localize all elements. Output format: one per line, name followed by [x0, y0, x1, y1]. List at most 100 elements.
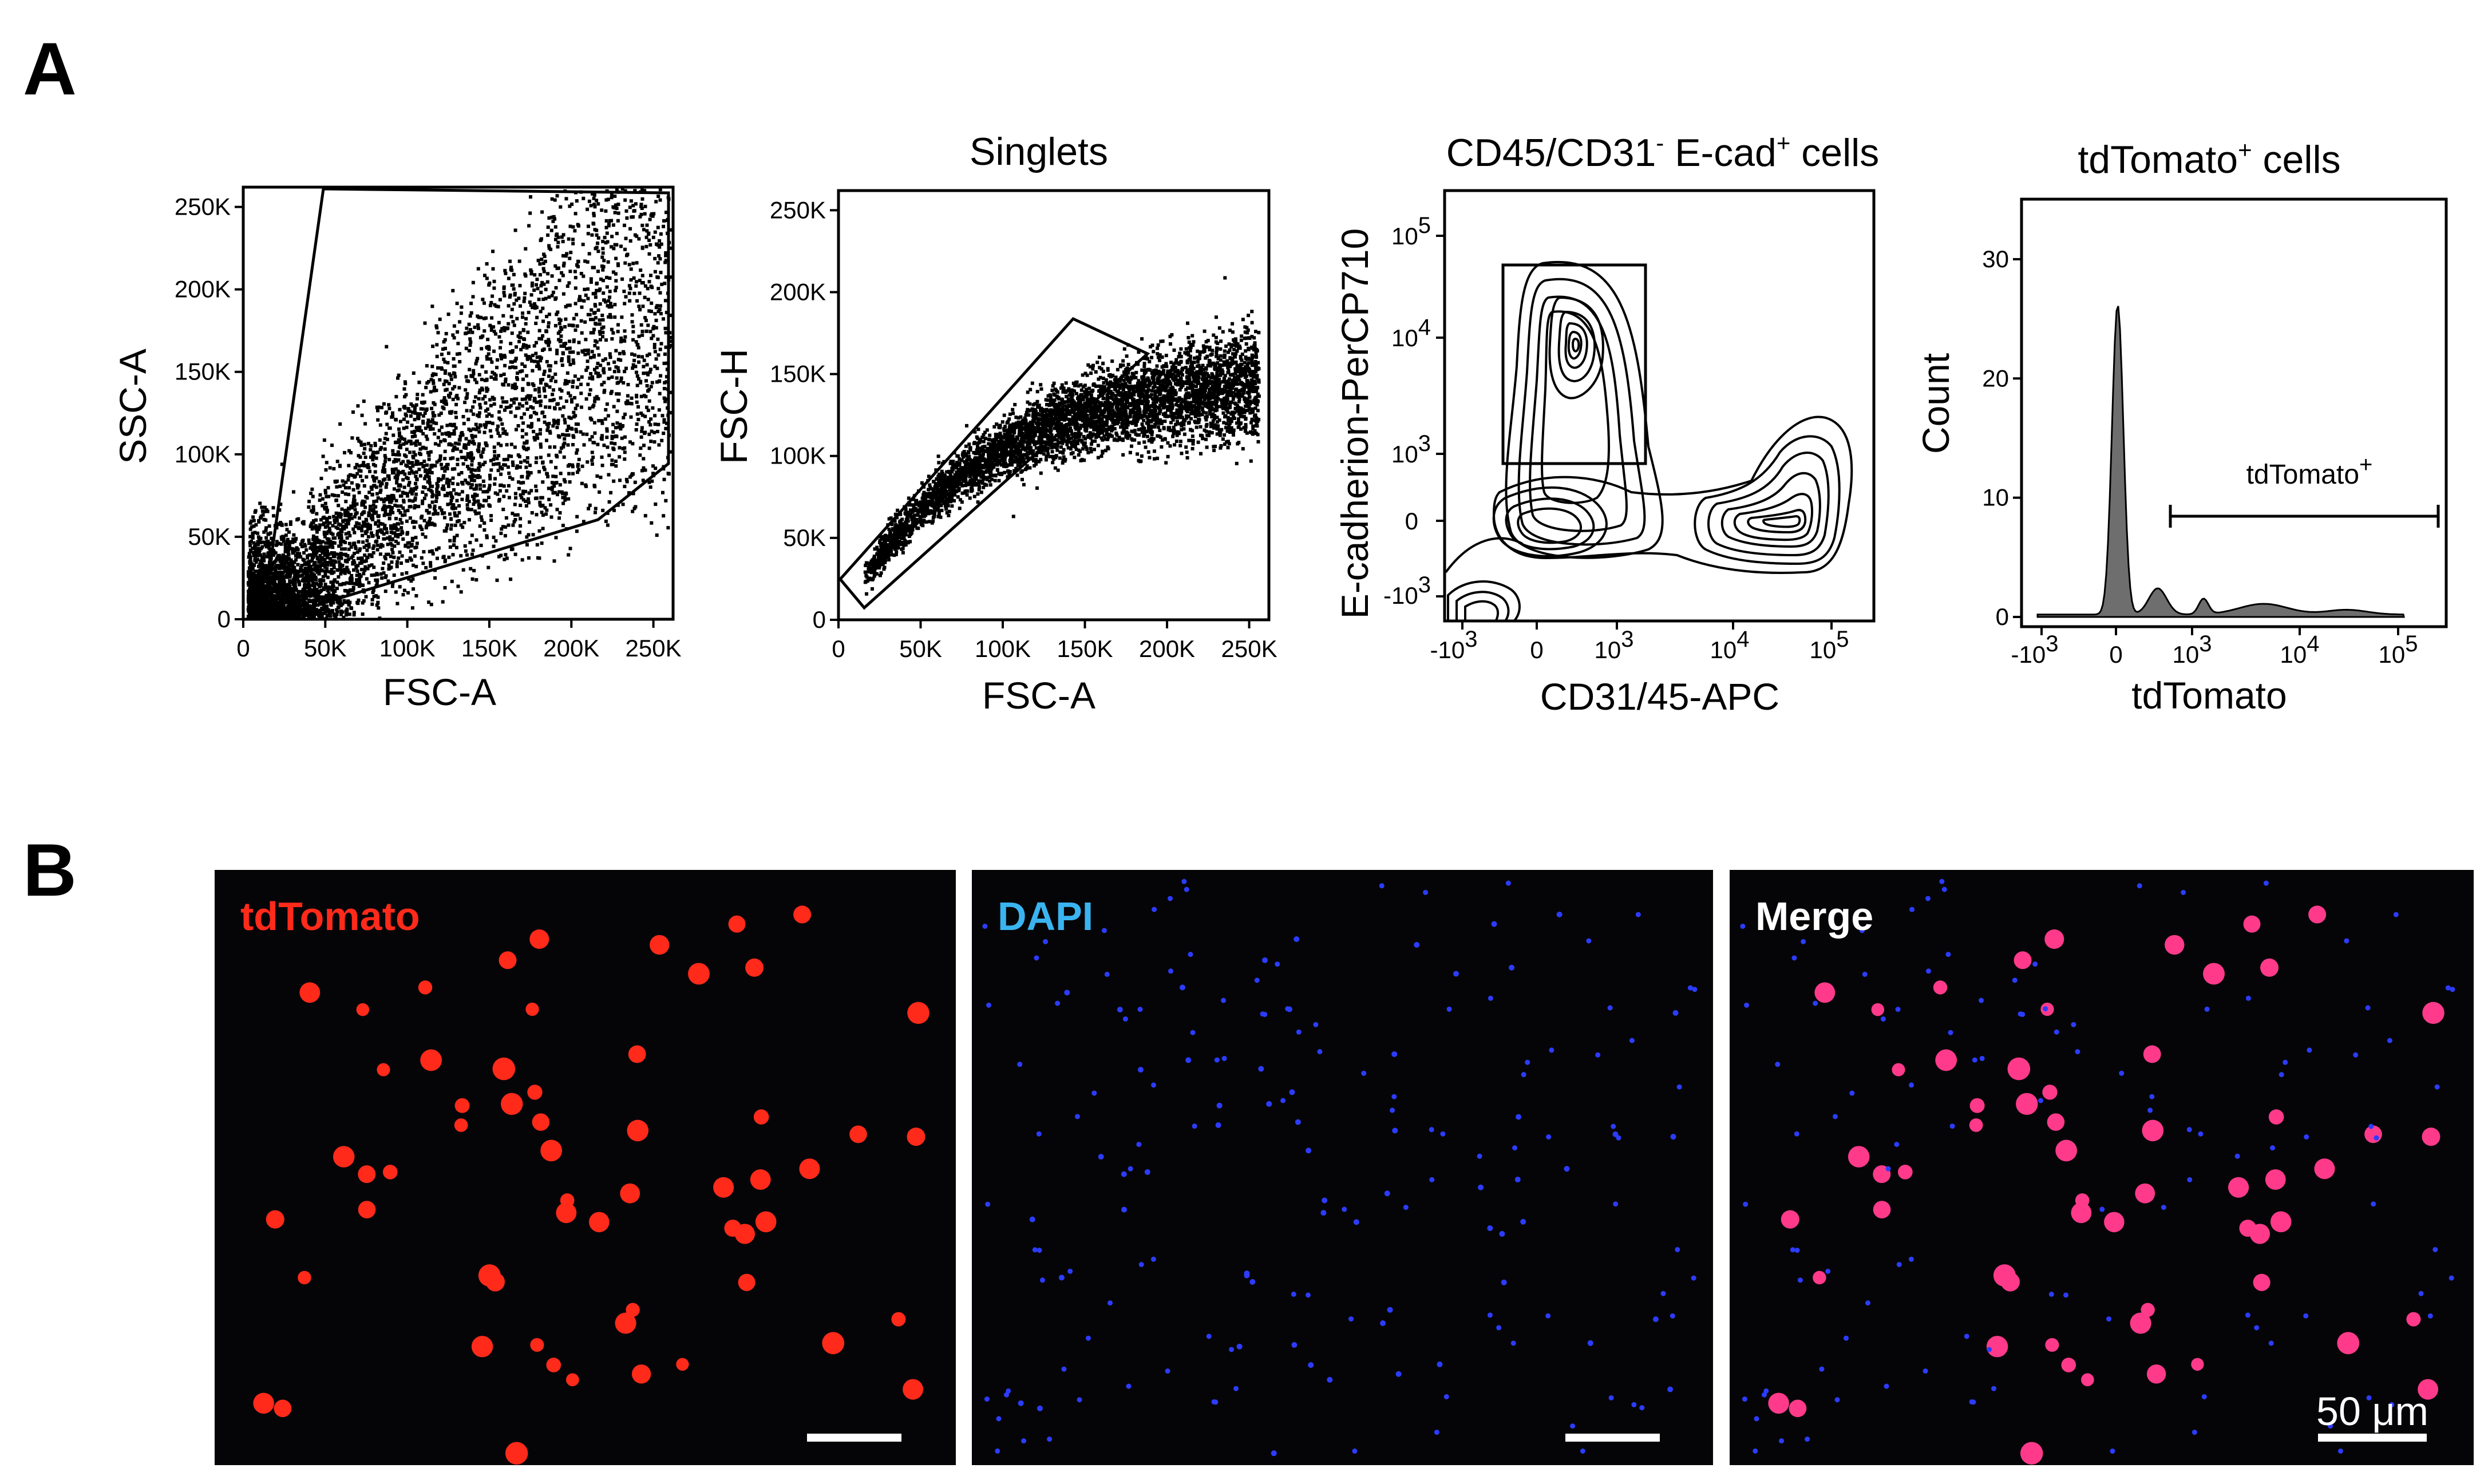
- p3-xtick-label: 104: [1710, 627, 1750, 663]
- tdtomato-cell: [628, 1045, 646, 1063]
- dapi-nucleus: [1085, 1335, 1091, 1341]
- merge-nucleus: [2186, 1127, 2192, 1133]
- merge-cell: [2007, 1057, 2031, 1081]
- merge-nucleus: [1979, 1055, 1985, 1061]
- tdtomato-cell: [799, 1158, 820, 1180]
- tdtomato-cell: [454, 1098, 470, 1113]
- p1-gate-polygon: [262, 187, 670, 615]
- merge-cell: [1768, 1392, 1789, 1414]
- p3-gate-rect: [1501, 263, 1647, 465]
- merge-cell: [1892, 1063, 1905, 1077]
- dapi-nucleus: [1595, 1052, 1601, 1058]
- merge-cell: [2135, 1183, 2155, 1204]
- p2-y-ticks: 0 50K 100K 150K 200K 250K: [770, 196, 838, 633]
- merge-nucleus: [1964, 1333, 1969, 1339]
- merge-nucleus: [1896, 1261, 1902, 1267]
- y-tick-label: 150K: [175, 358, 231, 385]
- merge-nucleus: [2071, 1022, 2076, 1027]
- merge-cell: [2243, 915, 2261, 933]
- m2-cells: [982, 878, 1698, 1457]
- merge-nucleus: [2450, 987, 2455, 992]
- tdtomato-cell: [676, 1358, 689, 1371]
- tdtomato-cell: [253, 1392, 274, 1414]
- p3-ytick-label: 105: [1391, 213, 1431, 250]
- panel-a-label: A: [23, 27, 77, 110]
- dapi-nucleus: [1036, 1131, 1042, 1137]
- dapi-nucleus: [1180, 984, 1186, 991]
- dapi-nucleus: [1499, 1230, 1505, 1237]
- dapi-nucleus: [985, 1201, 991, 1207]
- dapi-nucleus: [1122, 1016, 1128, 1022]
- dapi-nucleus: [1181, 878, 1187, 884]
- dapi-nucleus: [982, 923, 988, 929]
- merge-nucleus: [2181, 889, 2186, 895]
- merge-nucleus: [1775, 1062, 1781, 1067]
- tdtomato-cell: [358, 1201, 376, 1218]
- merge-nucleus: [1797, 1277, 1803, 1283]
- dapi-nucleus: [1613, 1201, 1619, 1207]
- y-tick-label: 150K: [770, 361, 826, 387]
- dapi-nucleus: [1126, 1383, 1132, 1389]
- p4-y-ticks: 0 10 20 30: [1982, 246, 2022, 630]
- merge-cell: [2104, 1212, 2125, 1233]
- merge-cell: [2141, 1303, 2155, 1317]
- merge-nucleus: [2245, 1312, 2250, 1318]
- p3-y-label: E-cadherion-PerCP710: [1334, 228, 1376, 619]
- y-tick-label: 200K: [175, 276, 231, 303]
- p2-x-label: FSC-A: [982, 674, 1095, 717]
- dapi-nucleus: [1211, 1399, 1217, 1404]
- merge-cell: [2406, 1312, 2421, 1327]
- tdtomato-cell: [728, 915, 746, 933]
- dapi-nucleus: [1137, 1067, 1144, 1073]
- y-tick-label: 200K: [770, 278, 826, 305]
- merge-nucleus: [1884, 1383, 1889, 1389]
- dapi-nucleus: [1034, 955, 1039, 961]
- merge-cell: [2055, 1139, 2078, 1162]
- merge-nucleus: [2328, 1423, 2333, 1429]
- merge-nucleus: [1972, 1057, 1977, 1063]
- tdtomato-cell: [333, 1146, 355, 1168]
- tdtomato-cell: [527, 1085, 543, 1100]
- dapi-nucleus: [1249, 1279, 1256, 1285]
- merge-nucleus: [2137, 883, 2142, 889]
- tdtomato-cell: [546, 1358, 561, 1372]
- p4-title: tdTomato+ cells: [2078, 136, 2340, 181]
- merge-nucleus: [1862, 971, 1868, 977]
- dapi-nucleus: [1077, 1397, 1082, 1403]
- panel-b-label: B: [23, 828, 77, 912]
- dapi-nucleus: [1280, 1098, 1286, 1103]
- tdtomato-cell: [505, 1442, 528, 1465]
- merge-nucleus: [1762, 1392, 1767, 1398]
- dapi-nucleus: [1691, 1275, 1696, 1281]
- dapi-nucleus: [1672, 1010, 1679, 1016]
- merge-cell: [1813, 1271, 1826, 1285]
- tdtomato-cell: [631, 1364, 651, 1384]
- dapi-nucleus: [1214, 1057, 1220, 1063]
- tdtomato-cell: [382, 1165, 398, 1180]
- merge-nucleus: [2063, 1292, 2069, 1298]
- dapi-nucleus: [1289, 1089, 1295, 1095]
- dapi-nucleus: [1061, 1366, 1067, 1372]
- dapi-nucleus: [1043, 939, 1049, 944]
- micrograph-dapi: DAPI: [972, 870, 1713, 1465]
- dapi-nucleus: [1512, 1145, 1518, 1151]
- merge-nucleus: [1801, 939, 1806, 944]
- dapi-nucleus: [1136, 1142, 1142, 1147]
- dapi-nucleus: [1491, 921, 1497, 927]
- p4-frame: [2020, 197, 2448, 628]
- p3-ytick-label: -103: [1383, 572, 1431, 609]
- dapi-nucleus: [1306, 1147, 1312, 1154]
- merge-cell: [2260, 958, 2279, 977]
- dapi-nucleus: [1091, 1090, 1097, 1096]
- tdtomato-cell: [755, 1211, 777, 1233]
- m2-scale-bar: [1565, 1434, 1660, 1442]
- p4-x-ticks: -103 0 103 104 105: [2011, 627, 2418, 668]
- merge-nucleus: [2432, 1246, 2438, 1252]
- p3-frame: [1443, 189, 1876, 623]
- y-tick-label: 250K: [175, 193, 231, 220]
- merge-cell: [1873, 1201, 1891, 1218]
- dapi-nucleus: [1361, 1070, 1367, 1076]
- dapi-nucleus: [1021, 1438, 1027, 1444]
- dapi-nucleus: [1098, 1154, 1104, 1160]
- merge-nucleus: [1909, 907, 1915, 912]
